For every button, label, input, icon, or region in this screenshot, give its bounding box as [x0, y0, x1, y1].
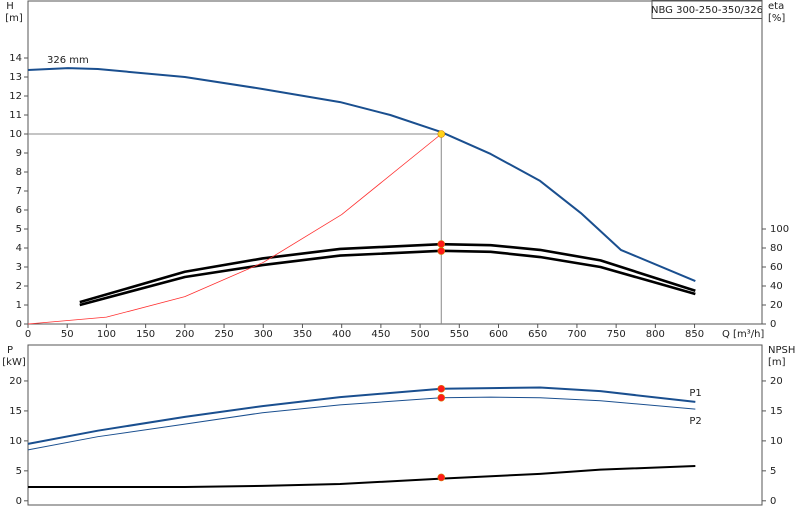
x-axis-label: Q [m³/h] [722, 329, 764, 340]
y-axis-unit: [kW] [2, 357, 26, 368]
curve [27, 133, 442, 325]
y2-tick-label: 0 [770, 496, 776, 507]
x-tick-label: 50 [61, 329, 74, 340]
y2-tick-label: 60 [770, 262, 783, 273]
x-tick-label: 0 [25, 329, 31, 340]
series-label: P1 [689, 388, 701, 399]
y-tick-label: 6 [16, 205, 22, 216]
duty-point [437, 393, 446, 402]
x-tick-label: 400 [332, 329, 351, 340]
y2-tick-label: 20 [770, 300, 783, 311]
curve [28, 465, 696, 489]
duty-point [437, 247, 446, 255]
x-tick-label: 550 [450, 329, 469, 340]
y-axis-unit: [m] [5, 13, 23, 24]
y-axis-label: P [7, 345, 13, 356]
y2-axis-unit: [%] [768, 13, 785, 24]
y-tick-label: 20 [9, 376, 22, 387]
y-tick-label: 7 [16, 186, 22, 197]
x-tick-label: 600 [489, 329, 508, 340]
y2-tick-label: 40 [770, 281, 783, 292]
duty-point [437, 130, 446, 138]
y-tick-label: 14 [9, 53, 22, 64]
y2-axis-label: NPSH [768, 345, 795, 356]
x-tick-label: 200 [175, 329, 194, 340]
y-tick-label: 5 [16, 224, 22, 235]
annotation: 326 mm [47, 55, 89, 66]
x-tick-label: 450 [371, 329, 390, 340]
y-tick-label: 10 [9, 129, 22, 140]
x-tick-label: 750 [607, 329, 626, 340]
curve [79, 249, 696, 307]
x-tick-label: 150 [136, 329, 155, 340]
plot-frame [27, 0, 763, 325]
y-tick-label: 11 [9, 110, 22, 121]
y-tick-label: 10 [9, 436, 22, 447]
y-tick-label: 13 [9, 72, 22, 83]
y2-tick-label: 10 [770, 436, 783, 447]
y-tick-label: 0 [16, 319, 22, 330]
duty-point [437, 240, 446, 248]
x-tick-label: 700 [567, 329, 586, 340]
y2-tick-label: 0 [770, 319, 776, 330]
duty-point [437, 384, 446, 393]
x-tick-label: 100 [97, 329, 116, 340]
x-tick-label: 650 [528, 329, 547, 340]
y-tick-label: 2 [16, 281, 22, 292]
x-tick-label: 850 [685, 329, 704, 340]
y-tick-label: 5 [16, 466, 22, 477]
chart-title: NBG 300-250-350/326 [651, 5, 763, 16]
y-tick-label: 1 [16, 300, 22, 311]
curve [27, 396, 696, 451]
x-tick-label: 800 [646, 329, 665, 340]
y-tick-label: 9 [16, 148, 22, 159]
x-tick-label: 500 [411, 329, 430, 340]
y-tick-label: 4 [16, 243, 22, 254]
y2-axis-unit: [m] [768, 357, 786, 368]
y2-tick-label: 5 [770, 466, 776, 477]
y2-tick-label: 20 [770, 376, 783, 387]
y2-axis-label: eta [768, 1, 784, 12]
y-tick-label: 12 [9, 91, 22, 102]
y-tick-label: 3 [16, 262, 22, 273]
x-tick-label: 250 [215, 329, 234, 340]
y-tick-label: 0 [16, 496, 22, 507]
plot-frame [27, 344, 763, 506]
y-axis-label: H [6, 1, 14, 12]
curve [79, 242, 696, 304]
x-tick-label: 300 [254, 329, 273, 340]
y-tick-label: 15 [9, 406, 22, 417]
curve [27, 67, 696, 282]
x-tick-label: 350 [293, 329, 312, 340]
y2-tick-label: 100 [770, 224, 789, 235]
y2-tick-label: 15 [770, 406, 783, 417]
y-tick-label: 8 [16, 167, 22, 178]
curve [27, 386, 696, 445]
series-label: P2 [689, 416, 701, 427]
y2-tick-label: 80 [770, 243, 783, 254]
duty-point [437, 473, 446, 482]
